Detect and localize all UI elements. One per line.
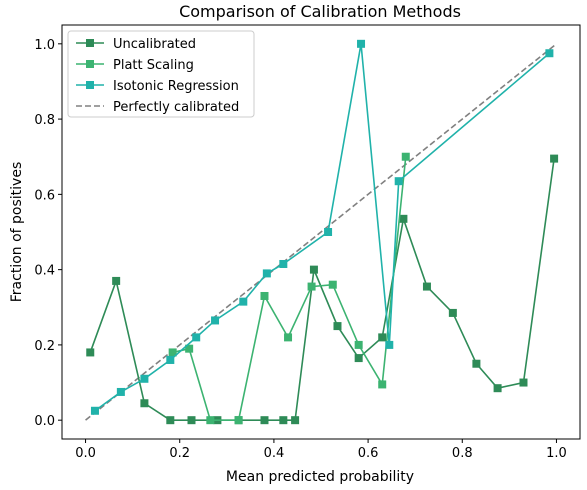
isotonic-regression-point [394, 177, 403, 186]
legend: Uncalibrated Platt Scaling Isotonic Regres… [67, 30, 255, 118]
isotonic-regression-point [324, 228, 333, 236]
isotonic-regression-point [545, 49, 554, 58]
y-tick-label: 1.0 [34, 38, 55, 53]
legend-entry-isotonic-regression: Isotonic Regression [76, 79, 239, 94]
isotonic-regression-point [116, 387, 125, 396]
uncalibrated-point [112, 276, 121, 285]
y-tick-label: 0.2 [34, 339, 55, 354]
series-platt-scaling [168, 152, 410, 425]
series-uncalibrated [86, 154, 559, 425]
x-axis-label: Mean predicted probability [226, 469, 414, 485]
uncalibrated-point [140, 399, 149, 408]
platt-scaling-point [328, 280, 337, 289]
y-tick-label: 0.0 [34, 414, 55, 429]
legend-marker [86, 81, 94, 89]
series-perfectly-calibrated [85, 43, 557, 421]
uncalibrated-point [448, 308, 457, 317]
isotonic-regression-point [140, 374, 149, 383]
legend-entry-platt-scaling: Platt Scaling [76, 58, 194, 73]
isotonic-regression-point [239, 297, 248, 306]
uncalibrated-point [187, 416, 196, 425]
uncalibrated-point [354, 354, 363, 363]
uncalibrated-point [399, 214, 408, 223]
platt-scaling-point [307, 282, 316, 291]
platt-scaling-point [354, 340, 363, 349]
x-tick-label: 1.0 [546, 446, 567, 461]
isotonic-regression-point [90, 406, 99, 415]
isotonic-regression-point [279, 259, 288, 268]
isotonic-regression-point [357, 39, 366, 48]
legend-label: Platt Scaling [113, 58, 194, 73]
uncalibrated-point [279, 416, 288, 425]
legend-entry-perfectly-calibrated: Perfectly calibrated [76, 100, 239, 115]
uncalibrated-point [309, 265, 318, 274]
uncalibrated-point [550, 154, 559, 163]
isotonic-regression-point [385, 340, 394, 349]
series-isotonic-regression [90, 39, 554, 415]
x-tick-label: 0.4 [264, 446, 285, 461]
uncalibrated-point [291, 416, 300, 425]
uncalibrated-point [493, 384, 502, 393]
platt-scaling-point [185, 344, 194, 353]
x-axis-ticks: 0.0 0.2 0.4 0.6 0.8 1.0 [75, 439, 567, 461]
isotonic-regression-point [211, 316, 220, 325]
platt-scaling-point [260, 291, 269, 300]
platt-scaling-point [206, 416, 215, 425]
isotonic-regression-point [166, 355, 175, 364]
uncalibrated-point [260, 416, 269, 425]
plot-frame [61, 24, 581, 440]
y-tick-label: 0.8 [34, 113, 55, 128]
uncalibrated-point [333, 322, 342, 331]
isotonic-regression-point [262, 269, 271, 278]
x-tick-label: 0.8 [452, 446, 473, 461]
uncalibrated-point [472, 359, 481, 368]
legend-label: Isotonic Regression [113, 79, 239, 94]
y-tick-label: 0.4 [34, 264, 55, 279]
isotonic-regression-line [94, 43, 550, 412]
uncalibrated-point [519, 378, 528, 387]
platt-scaling-point [234, 416, 243, 425]
uncalibrated-point [86, 348, 95, 357]
legend-label: Uncalibrated [113, 37, 196, 52]
chart-title: Comparison of Calibration Methods [179, 2, 461, 21]
x-tick-label: 0.6 [358, 446, 379, 461]
legend-entry-uncalibrated: Uncalibrated [76, 37, 196, 52]
uncalibrated-point [422, 282, 431, 291]
legend-marker [86, 60, 94, 68]
platt-scaling-point [168, 348, 177, 357]
legend-box [67, 30, 255, 118]
x-tick-label: 0.2 [169, 446, 190, 461]
uncalibrated-point [166, 416, 175, 425]
platt-scaling-point [401, 152, 410, 161]
plot-layer [85, 39, 559, 425]
platt-scaling-point [378, 380, 387, 389]
legend-label: Perfectly calibrated [113, 100, 239, 115]
y-axis-label: Fraction of positives [9, 162, 25, 303]
x-tick-label: 0.0 [75, 446, 96, 461]
legend-marker [86, 39, 94, 47]
y-axis-ticks: 0.0 0.2 0.4 0.6 0.8 1.0 [34, 38, 62, 429]
perfectly-calibrated-line [85, 43, 557, 421]
y-tick-label: 0.6 [34, 188, 55, 203]
uncalibrated-point [378, 333, 387, 342]
isotonic-regression-point [192, 333, 201, 342]
platt-scaling-point [284, 333, 293, 342]
